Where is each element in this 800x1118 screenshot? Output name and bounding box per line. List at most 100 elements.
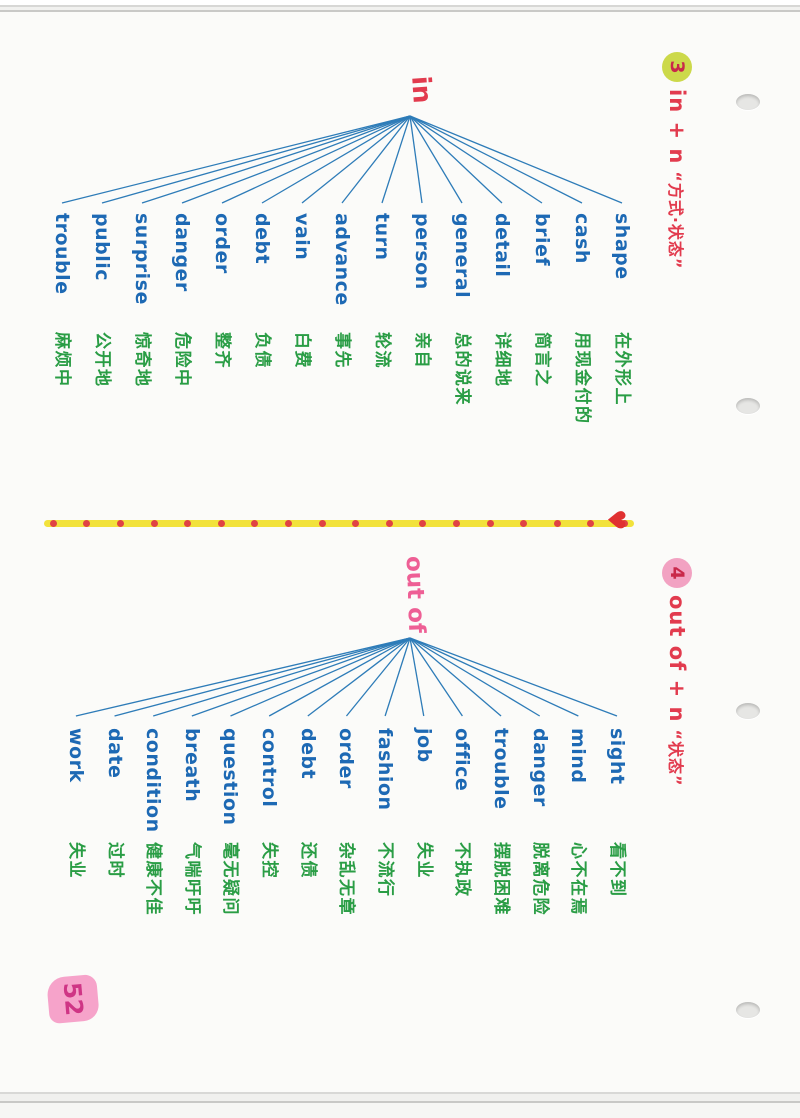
map-meaning: 详细地 — [492, 332, 512, 388]
map-word-date: date — [103, 728, 126, 779]
circled-number-3: 3 — [662, 52, 692, 82]
divider-dot — [486, 520, 494, 527]
map-meaning: 心不在焉 — [568, 842, 589, 916]
map-meaning: 还债 — [297, 842, 318, 879]
fan-line — [141, 115, 411, 204]
map-meaning: 过时 — [104, 842, 125, 879]
fan-line — [61, 115, 411, 204]
map-word-cash: cash — [571, 213, 593, 264]
section-in-subtitle: “方式·状态” — [666, 171, 685, 270]
fan-line — [153, 637, 411, 717]
map-meaning: 失业 — [65, 842, 86, 879]
section-out-subtitle: “状态” — [666, 729, 685, 787]
fan-line — [345, 637, 411, 717]
map-meaning: 脱离危险 — [529, 842, 550, 916]
map-word-danger: danger — [171, 213, 193, 292]
map-meaning: 事先 — [332, 332, 352, 369]
map-word-mind: mind — [567, 728, 590, 784]
map-word-office: office — [451, 728, 474, 792]
map-word-person: person — [411, 213, 433, 290]
section-in-header: 3 in + n “方式·状态” — [662, 52, 692, 269]
binder-hole — [736, 94, 760, 110]
map-meaning: 简言之 — [532, 332, 552, 388]
fan-line — [409, 115, 423, 204]
fan-line — [409, 115, 583, 204]
map-meaning: 危险中 — [172, 332, 192, 388]
map-meaning: 公开地 — [92, 332, 112, 388]
fan-line — [230, 637, 411, 717]
map-meaning: 气喘吁吁 — [181, 842, 202, 916]
map-word-breath: breath — [180, 728, 203, 803]
map-word-job: job — [412, 728, 435, 763]
fan-line — [268, 637, 411, 717]
map-meaning: 轮流 — [372, 332, 392, 369]
fan-line — [409, 637, 502, 717]
map-meaning: 白费 — [292, 332, 312, 369]
section-divider-line — [44, 520, 634, 527]
fan-line — [409, 637, 541, 717]
map-word-fashion: fashion — [374, 728, 397, 811]
page-number-highlight: 52 — [46, 973, 100, 1025]
divider-dot — [150, 520, 158, 527]
map-word-shape: shape — [611, 213, 633, 280]
map-word-trouble: trouble — [51, 213, 73, 295]
map-meaning: 健康不佳 — [143, 842, 164, 916]
fan-line — [261, 115, 411, 204]
map-meaning: 在外形上 — [612, 332, 632, 406]
fan-line — [381, 115, 411, 204]
binder-hole — [736, 1002, 760, 1018]
fan-line — [409, 637, 463, 717]
circled-number-4: 4 — [662, 558, 692, 588]
divider-dot — [453, 520, 460, 527]
map-word-order: order — [335, 728, 358, 789]
map-word-brief: brief — [531, 213, 553, 267]
map-word-debt: debt — [251, 213, 273, 265]
binder-hole — [736, 703, 760, 719]
map-word-question: question — [219, 728, 242, 826]
fan-line — [409, 115, 463, 204]
divider-dot — [217, 520, 225, 527]
map-meaning: 整齐 — [212, 332, 232, 369]
map-word-trouble: trouble — [490, 728, 513, 810]
fan-line — [221, 115, 411, 204]
fan-line — [409, 637, 425, 717]
map-word-public: public — [91, 213, 113, 282]
fan-line — [409, 637, 579, 717]
fan-line — [191, 637, 411, 717]
section-out-header: 4 out of + n “状态” — [662, 558, 692, 787]
hub-word-out-of: out of — [400, 555, 430, 634]
map-word-debt: debt — [296, 728, 319, 780]
fan-line — [341, 115, 411, 204]
map-meaning: 看不到 — [607, 842, 627, 898]
map-word-advance: advance — [331, 213, 353, 306]
fan-line — [409, 115, 503, 204]
map-meaning: 惊奇地 — [132, 332, 152, 388]
hub-word-in: in — [405, 74, 437, 105]
map-meaning: 失控 — [259, 842, 280, 879]
fan-line — [307, 637, 411, 717]
map-word-turn: turn — [371, 213, 393, 261]
map-word-condition: condition — [142, 728, 165, 833]
fan-line — [181, 115, 411, 204]
divider-dot — [553, 520, 561, 527]
map-word-danger: danger — [528, 728, 551, 807]
map-word-detail: detail — [491, 213, 513, 278]
fan-line — [409, 637, 618, 717]
map-word-vain: vain — [291, 213, 313, 261]
map-meaning: 亲自 — [412, 332, 432, 369]
map-meaning: 不流行 — [375, 842, 396, 898]
page-number: 52 — [57, 981, 89, 1017]
divider-dot — [285, 520, 292, 527]
fan-line — [101, 115, 411, 204]
binder-hole — [736, 398, 760, 414]
divider-dot — [385, 520, 393, 527]
map-meaning: 用现金付的 — [572, 332, 592, 425]
map-meaning: 不执政 — [452, 842, 473, 898]
map-meaning: 麻烦中 — [52, 332, 72, 388]
fan-line — [409, 115, 623, 204]
divider-dot — [117, 520, 124, 527]
map-word-surprise: surprise — [131, 213, 153, 305]
